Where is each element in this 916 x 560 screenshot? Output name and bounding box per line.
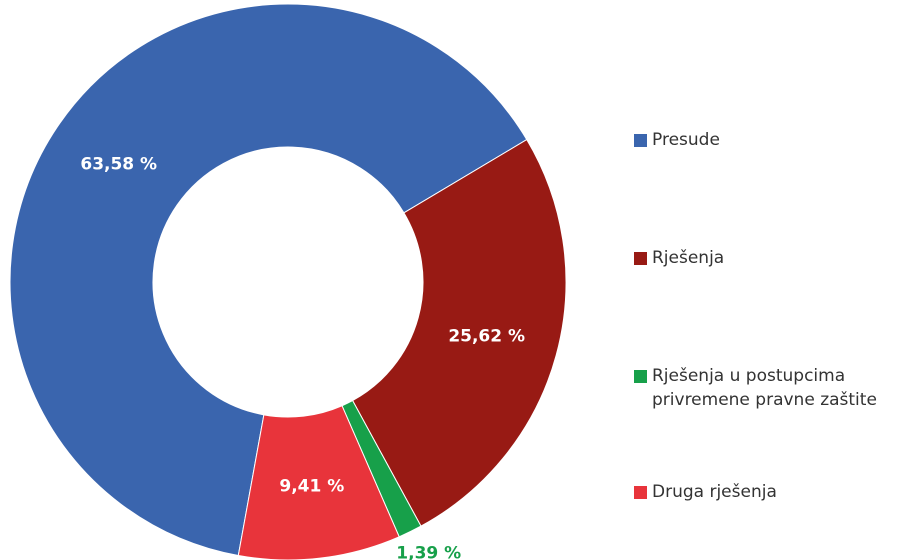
legend: Presude Rješenja Rješenja u postupcima pri… [634, 0, 916, 560]
legend-item: Rješenja u postupcima privremene pravne … [634, 364, 914, 412]
legend-swatch [634, 370, 647, 383]
donut-slice [351, 138, 567, 527]
data-label: 9,41 % [279, 477, 344, 497]
legend-label: Presude [652, 130, 720, 150]
legend-label: Rješenja u postupcima privremene pravne … [652, 366, 877, 410]
legend-label: Druga rješenja [652, 482, 777, 502]
legend-swatch [634, 486, 647, 499]
legend-swatch [634, 252, 647, 265]
donut-slice [9, 3, 528, 557]
legend-label: Rješenja [652, 248, 725, 268]
legend-item: Druga rješenja [634, 480, 914, 504]
legend-item: Presude [634, 128, 914, 152]
legend-swatch [634, 134, 647, 147]
donut-slice [237, 405, 400, 560]
data-label: 25,62 % [448, 326, 525, 346]
data-label: 1,39 % [396, 543, 461, 560]
plot: 63,58 % 25,62 % 1,39 % 9,41 % [9, 3, 567, 560]
data-label: 63,58 % [80, 155, 157, 175]
legend-item: Rješenja [634, 246, 914, 270]
